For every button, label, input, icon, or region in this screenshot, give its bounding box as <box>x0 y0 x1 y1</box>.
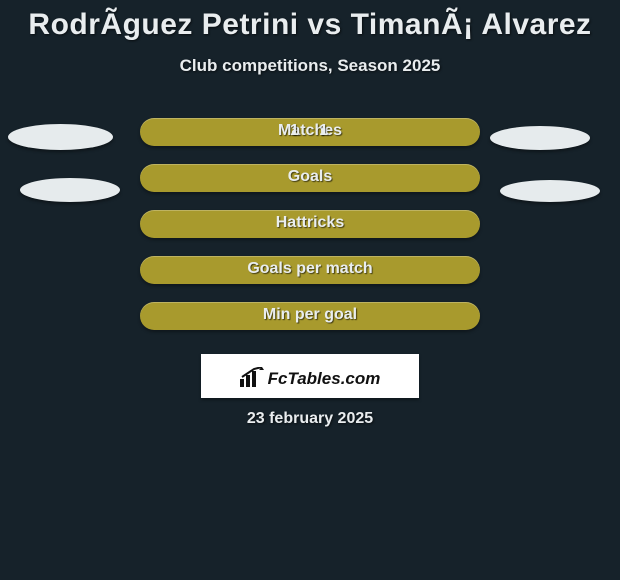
stat-label: Hattricks <box>140 214 480 232</box>
stat-ellipse-right <box>500 180 600 202</box>
footer-date: 23 february 2025 <box>0 410 620 428</box>
stat-row: Hattricks <box>0 210 620 256</box>
brand-badge: FcTables.com <box>201 354 419 398</box>
stat-ellipse-left <box>20 178 120 202</box>
brand-badge-text: FcTables.com <box>268 369 381 389</box>
stat-bar: Hattricks <box>140 210 480 238</box>
chart-icon <box>240 367 264 387</box>
stat-bar: Min per goal <box>140 302 480 330</box>
brand-badge-inner: FcTables.com <box>240 364 381 389</box>
stat-label: Matches <box>140 122 480 140</box>
stat-value-right: 1 <box>319 122 328 140</box>
stat-label: Goals per match <box>140 260 480 278</box>
page-title: RodrÃ­guez Petrini vs TimanÃ¡ Alvarez <box>0 0 620 42</box>
infographic-root: RodrÃ­guez Petrini vs TimanÃ¡ Alvarez Cl… <box>0 0 620 580</box>
stat-bar: Goals per match <box>140 256 480 284</box>
stats-region: Matches1 1 Goals Hattricks Goals per match Mi… <box>0 118 620 348</box>
stat-bar: Matches1 1 <box>140 118 480 146</box>
stat-row: Min per goal <box>0 302 620 348</box>
stat-row: Goals per match <box>0 256 620 302</box>
stat-bar: Goals <box>140 164 480 192</box>
stat-value-left: 1 <box>290 122 299 140</box>
stat-label: Goals <box>140 168 480 186</box>
stat-label: Min per goal <box>140 306 480 324</box>
stat-ellipse-right <box>490 126 590 150</box>
stat-ellipse-left <box>8 124 113 150</box>
page-subtitle: Club competitions, Season 2025 <box>0 56 620 76</box>
